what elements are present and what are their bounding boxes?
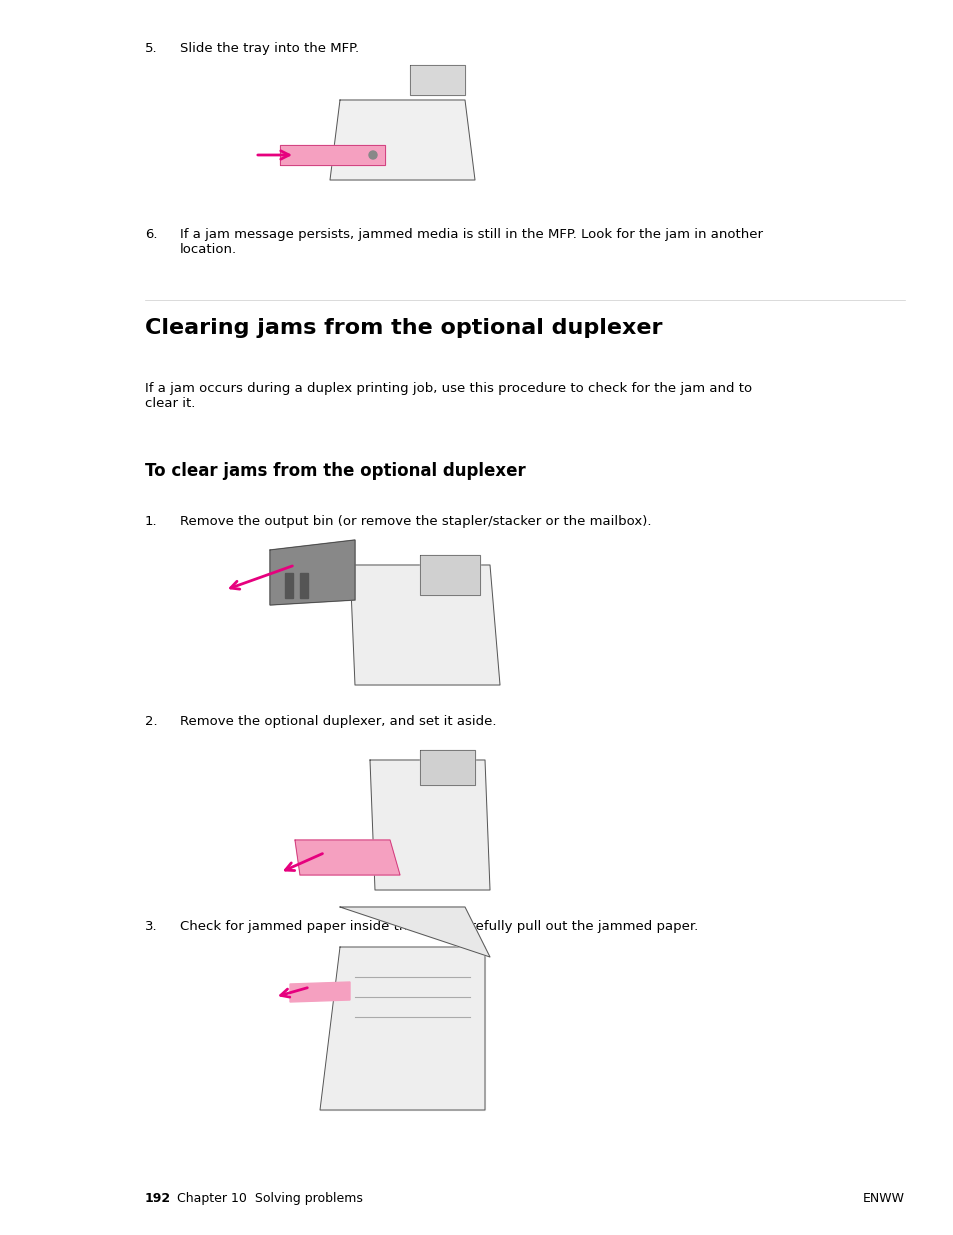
Text: If a jam occurs during a duplex printing job, use this procedure to check for th: If a jam occurs during a duplex printing… bbox=[145, 382, 751, 410]
Polygon shape bbox=[319, 947, 484, 1110]
Polygon shape bbox=[330, 100, 475, 180]
Polygon shape bbox=[350, 564, 499, 685]
Text: ENWW: ENWW bbox=[862, 1192, 904, 1205]
Text: 5.: 5. bbox=[145, 42, 157, 56]
Polygon shape bbox=[294, 840, 399, 876]
Text: 2.: 2. bbox=[145, 715, 157, 727]
Text: If a jam message persists, jammed media is still in the MFP. Look for the jam in: If a jam message persists, jammed media … bbox=[180, 228, 762, 256]
Polygon shape bbox=[419, 555, 479, 595]
Polygon shape bbox=[280, 144, 385, 165]
Polygon shape bbox=[370, 760, 490, 890]
Text: Chapter 10  Solving problems: Chapter 10 Solving problems bbox=[177, 1192, 362, 1205]
Text: 192: 192 bbox=[145, 1192, 171, 1205]
Bar bbox=[285, 573, 293, 598]
Bar bbox=[299, 573, 308, 598]
Text: 1.: 1. bbox=[145, 515, 157, 529]
Polygon shape bbox=[339, 906, 490, 957]
Polygon shape bbox=[270, 540, 355, 605]
Text: Slide the tray into the MFP.: Slide the tray into the MFP. bbox=[180, 42, 358, 56]
Text: Clearing jams from the optional duplexer: Clearing jams from the optional duplexer bbox=[145, 317, 661, 338]
Text: To clear jams from the optional duplexer: To clear jams from the optional duplexer bbox=[145, 462, 525, 480]
Polygon shape bbox=[410, 65, 464, 95]
Polygon shape bbox=[290, 982, 350, 1002]
Text: 3.: 3. bbox=[145, 920, 157, 932]
Text: Remove the optional duplexer, and set it aside.: Remove the optional duplexer, and set it… bbox=[180, 715, 496, 727]
Text: Check for jammed paper inside the MFP. Carefully pull out the jammed paper.: Check for jammed paper inside the MFP. C… bbox=[180, 920, 698, 932]
Text: Remove the output bin (or remove the stapler/stacker or the mailbox).: Remove the output bin (or remove the sta… bbox=[180, 515, 651, 529]
Text: 6.: 6. bbox=[145, 228, 157, 241]
Polygon shape bbox=[419, 750, 475, 785]
Circle shape bbox=[369, 151, 376, 159]
